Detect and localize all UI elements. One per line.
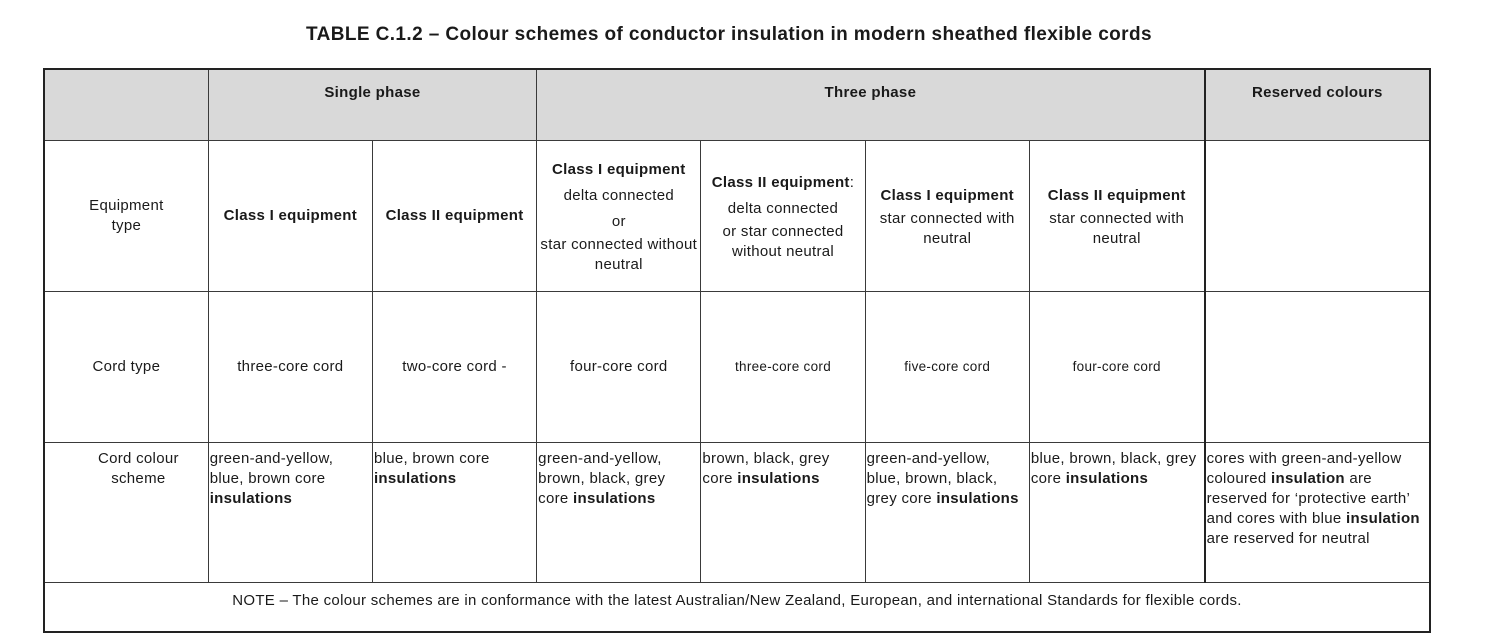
equipment-cell: Class II equipment: delta connected or s… [700, 140, 866, 292]
colour-scheme-text: green-and-yellow, blue, brown core [209, 450, 334, 487]
colour-scheme-cell: blue, brown, black, grey core insulation… [1028, 442, 1206, 583]
colour-scheme-cell: brown, black, grey core insulations [700, 442, 866, 583]
equipment-cell: Class II equipment star connected with n… [1028, 140, 1206, 292]
equipment-detail-line: delta connected [727, 200, 839, 217]
colour-scheme-bold: insulations [373, 470, 457, 487]
reserved-cord-cell [1203, 291, 1432, 443]
equipment-class: Class II equipment [711, 174, 850, 191]
row-label-text: Cord colour scheme [97, 450, 179, 487]
colour-scheme-bold: insulations [573, 490, 656, 507]
colour-scheme-cell: green-and-yellow, blue, brown core insul… [207, 442, 373, 583]
cord-type-cell: five-core cord [864, 291, 1030, 443]
reserved-colours-cell: cores with green-and-yellow coloured ins… [1203, 442, 1432, 583]
table-title: TABLE C.1.2 – Colour schemes of conducto… [306, 24, 1152, 45]
equipment-cell: Class I equipment star connected with ne… [864, 140, 1030, 292]
colour-scheme-cell: green-and-yellow, brown, black, grey cor… [536, 442, 702, 583]
colour-scheme-bold: insulations [737, 470, 820, 487]
header-blank-cell [42, 68, 209, 141]
reserved-text: are reserved for neutral [1206, 530, 1370, 547]
equipment-cell: Class II equipment [371, 140, 538, 292]
row-label-cord-colour-scheme: Cord colour scheme [42, 442, 209, 583]
cord-type-cell: three-core cord [207, 291, 373, 443]
colour-scheme-text: green-and-yellow, blue, brown, black, gr… [866, 450, 998, 507]
colour-scheme-bold: insulations [209, 490, 293, 507]
equipment-class: Class I equipment [552, 161, 686, 178]
equipment-detail-line: delta connected [563, 187, 674, 204]
reserved-equipment-cell [1203, 140, 1432, 292]
group-header-reserved-colours: Reserved colours [1203, 68, 1432, 141]
reserved-text: are reserved for ‘protective earth’ and … [1206, 470, 1410, 527]
equipment-class: Class II equipment [1047, 187, 1186, 204]
reserved-bold: insulation [1346, 510, 1420, 527]
equipment-detail: delta connected or star connected withou… [702, 196, 863, 262]
equipment-detail-line: or [611, 213, 626, 230]
row-label-cord-type: Cord type [42, 291, 209, 443]
equipment-detail: star connected with neutral [1049, 210, 1185, 247]
colour-scheme-bold: insulations [936, 490, 1019, 507]
equipment-cell: Class I equipment delta connected or sta… [536, 140, 702, 292]
colour-scheme-text: blue, brown core [373, 450, 490, 467]
equipment-class-line: Class II equipment: [702, 170, 863, 196]
colour-scheme-text: blue, brown, black, grey core [1030, 450, 1197, 487]
row-label-text: Equipment type [89, 197, 164, 234]
group-header-three-phase: Three phase [536, 68, 1206, 141]
colour-scheme-cell: green-and-yellow, blue, brown, black, gr… [864, 442, 1030, 583]
reserved-bold: insulation [1271, 470, 1345, 487]
colour-scheme-table: Single phase Three phase Reserved colour… [42, 68, 1432, 633]
colour-scheme-text: green-and-yellow, brown, black, grey cor… [538, 450, 666, 507]
equipment-detail: star connected with neutral [879, 210, 1015, 247]
cord-type-cell: four-core cord [1028, 291, 1206, 443]
equipment-detail-line: star connected without neutral [540, 236, 698, 273]
colour-scheme-bold: insulations [1065, 470, 1149, 487]
equipment-class: Class II equipment [385, 207, 524, 224]
table-note: NOTE – The colour schemes are in conform… [43, 582, 1431, 633]
cord-type-cell: two-core cord - [371, 291, 538, 443]
equipment-class: Class I equipment [880, 187, 1014, 204]
equipment-detail-line: or star connected without neutral [722, 223, 844, 260]
equipment-cell: Class I equipment [207, 140, 373, 292]
colour-scheme-text: brown, black, grey core [702, 450, 830, 487]
cord-type-cell: four-core cord [536, 291, 702, 443]
equipment-class-suffix: : [849, 174, 855, 191]
reserved-text: cores with green-and-yellow coloured [1206, 450, 1402, 487]
equipment-detail: delta connected or star connected withou… [538, 183, 699, 275]
colour-scheme-cell: blue, brown core insulations [371, 442, 538, 583]
group-header-single-phase: Single phase [207, 68, 538, 141]
cord-type-cell: three-core cord [700, 291, 866, 443]
row-label-equipment-type: Equipment type [42, 140, 209, 292]
equipment-class: Class I equipment [223, 207, 358, 224]
